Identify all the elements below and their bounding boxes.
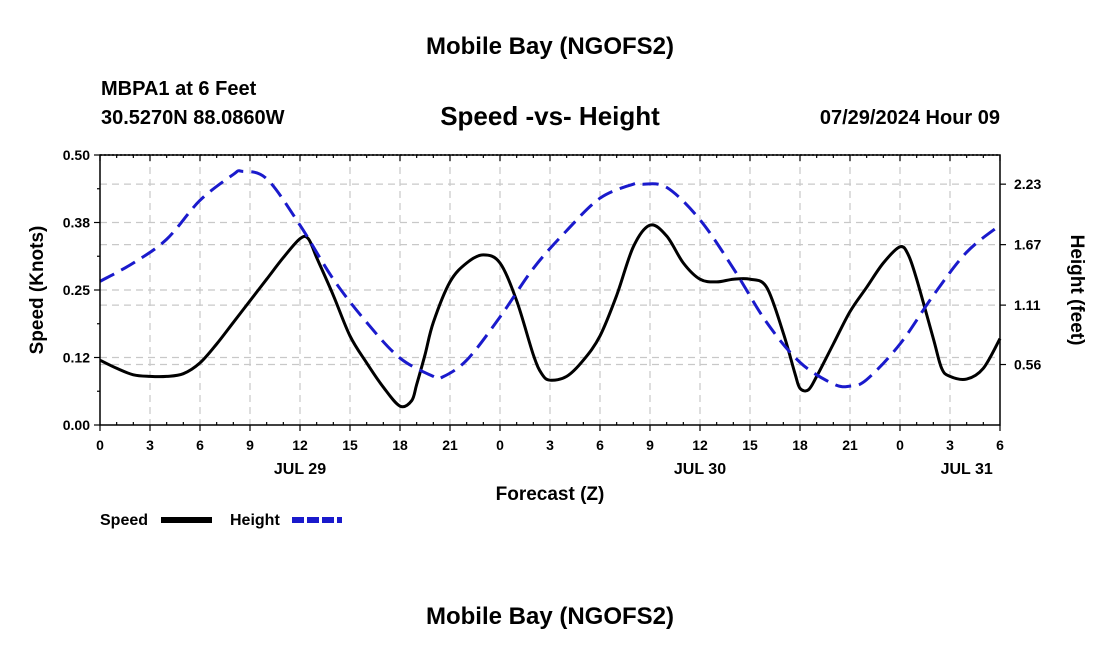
y-right-tick-label: 0.56 <box>1014 357 1041 373</box>
y-left-tick-label: 0.38 <box>63 215 90 231</box>
x-tick-label: 12 <box>692 437 708 453</box>
legend-height-label: Height <box>230 512 280 529</box>
page-title: Mobile Bay (NGOFS2) <box>426 33 674 60</box>
plot-title: Speed -vs- Height <box>440 101 660 131</box>
x-tick-label: 18 <box>792 437 808 453</box>
x-tick-label: 3 <box>946 437 954 453</box>
x-tick-label: 0 <box>96 437 104 453</box>
x-tick-label: 3 <box>546 437 554 453</box>
y-axis-left-label: Speed (Knots) <box>27 226 48 355</box>
x-tick-label: 0 <box>896 437 904 453</box>
station-name: MBPA1 at 6 Feet <box>101 78 257 100</box>
date-label: JUL 29 <box>274 461 326 478</box>
page-title-bottom: Mobile Bay (NGOFS2) <box>426 603 674 630</box>
x-tick-label: 0 <box>496 437 504 453</box>
date-label: JUL 30 <box>674 461 726 478</box>
x-tick-label: 6 <box>196 437 204 453</box>
station-coords: 30.5270N 88.0860W <box>101 107 285 129</box>
x-tick-label: 15 <box>742 437 758 453</box>
y-left-tick-label: 0.00 <box>63 417 90 433</box>
x-tick-label: 18 <box>392 437 408 453</box>
grid-lines <box>100 155 1000 425</box>
y-left-tick-label: 0.25 <box>63 282 90 298</box>
x-tick-label: 9 <box>646 437 654 453</box>
data-series <box>99 169 1002 409</box>
y-axis-right-label: Height (feet) <box>1066 235 1087 346</box>
x-tick-label: 3 <box>146 437 154 453</box>
legend-speed-label: Speed <box>100 512 148 529</box>
legend: Speed Height <box>100 512 342 529</box>
date-label: JUL 31 <box>941 461 993 478</box>
y-left-tick-label: 0.50 <box>63 147 90 163</box>
y-right-tick-label: 1.67 <box>1014 237 1041 253</box>
x-tick-label: 6 <box>996 437 1004 453</box>
x-tick-label: 21 <box>442 437 458 453</box>
x-axis-label: Forecast (Z) <box>496 484 605 505</box>
y-left-tick-label: 0.12 <box>63 350 90 366</box>
x-tick-label: 12 <box>292 437 308 453</box>
series-speed-line <box>99 223 1002 409</box>
series-height-line <box>99 169 1001 389</box>
x-tick-label: 9 <box>246 437 254 453</box>
run-time: 07/29/2024 Hour 09 <box>820 107 1000 129</box>
x-tick-label: 15 <box>342 437 358 453</box>
x-tick-label: 6 <box>596 437 604 453</box>
x-tick-label: 21 <box>842 437 858 453</box>
y-right-tick-label: 1.11 <box>1014 297 1041 313</box>
y-right-tick-label: 2.23 <box>1014 176 1041 192</box>
axis-ticks: 0 3 6 9 12 15 18 21 0 3 6 9 12 15 18 21 0 3 6 JUL 29 JUL 30 J… <box>63 147 1042 478</box>
